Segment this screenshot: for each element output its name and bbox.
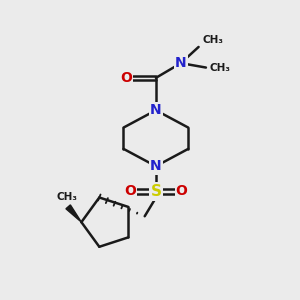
Text: N: N: [150, 103, 162, 117]
Text: N: N: [150, 159, 162, 173]
Polygon shape: [66, 205, 81, 222]
Text: O: O: [124, 184, 136, 198]
Text: CH₃: CH₃: [202, 34, 223, 45]
Text: O: O: [176, 184, 188, 198]
Text: N: N: [175, 56, 187, 70]
Text: CH₃: CH₃: [209, 63, 230, 73]
Text: CH₃: CH₃: [56, 191, 77, 202]
Text: O: O: [120, 71, 132, 85]
Text: S: S: [150, 184, 161, 199]
